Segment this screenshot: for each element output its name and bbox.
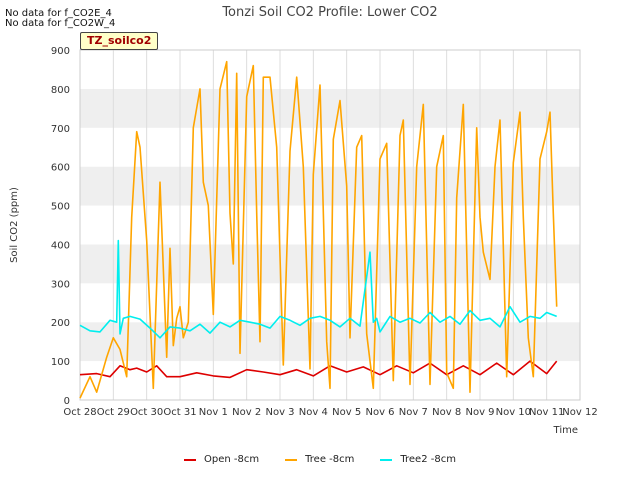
x-tick-label: Nov 9: [465, 407, 494, 418]
no-data-message-co2w: No data for f_CO2W_4: [5, 18, 116, 29]
legend-item-tree2[interactable]: Tree2 -8cm: [380, 454, 456, 465]
y-axis-title: Soil CO2 (ppm): [9, 187, 20, 263]
x-tick-label: Nov 12: [562, 407, 597, 418]
chart-title: Tonzi Soil CO2 Profile: Lower CO2: [221, 5, 437, 20]
y-axis-ticks: 0 100 200 300 400 500 600 700 800 900: [51, 46, 70, 407]
y-tick-label: 100: [51, 357, 70, 368]
y-tick-label: 300: [51, 279, 70, 290]
x-axis-ticks: Oct 28 Oct 29 Oct 30 Oct 31 Nov 1 Nov 2 Nov 3 N…: [63, 407, 597, 418]
x-tick-label: Nov 7: [399, 407, 428, 418]
legend-item-tree[interactable]: Tree -8cm: [285, 454, 354, 465]
x-tick-label: Oct 28: [63, 407, 96, 418]
y-tick-label: 400: [51, 240, 70, 251]
legend-swatch-tree2: [380, 458, 393, 461]
legend-item-open[interactable]: Open -8cm: [184, 454, 259, 465]
legend-swatch-tree: [285, 458, 298, 461]
plot-bands: [80, 50, 580, 400]
plot-band: [80, 127, 580, 167]
plot-band: [80, 244, 580, 284]
x-tick-label: Nov 2: [232, 407, 261, 418]
series-line-tree2-8cm: [79, 239, 557, 339]
plot-band: [80, 166, 580, 206]
legend-swatch-open: [184, 458, 197, 461]
x-tick-label: Nov 1: [199, 407, 228, 418]
x-tick-label: Nov 11: [529, 407, 564, 418]
no-data-message-co2e: No data for f_CO2E_4: [5, 8, 112, 19]
series-lines: [79, 60, 558, 399]
x-tick-label: Nov 3: [265, 407, 294, 418]
y-tick-label: 900: [51, 46, 70, 57]
legend-label-open: Open -8cm: [204, 454, 260, 465]
x-tick-label: Nov 10: [496, 407, 531, 418]
site-badge: TZ_soilco2: [80, 32, 159, 50]
y-tick-label: 700: [51, 124, 70, 135]
x-tick-label: Oct 29: [97, 407, 130, 418]
y-tick-label: 200: [51, 318, 70, 329]
plot-band: [80, 205, 580, 245]
x-tick-label: Nov 8: [432, 407, 461, 418]
y-tick-label: 0: [64, 396, 70, 407]
series-line-tree-8cm: [79, 60, 558, 399]
x-tick-label: Nov 5: [332, 407, 361, 418]
x-tick-label: Nov 6: [365, 407, 394, 418]
x-axis-title: Time: [553, 425, 578, 436]
plot-band: [80, 88, 580, 128]
plot-frame: [79, 49, 581, 401]
legend-label-tree2: Tree2 -8cm: [400, 454, 456, 465]
x-tick-label: Nov 4: [299, 407, 328, 418]
plot-band: [80, 50, 580, 89]
legend: Open -8cm Tree -8cm Tree2 -8cm: [0, 454, 640, 465]
x-tick-label: Oct 30: [130, 407, 163, 418]
x-tick-label: Oct 31: [163, 407, 196, 418]
series-line-open-8cm: [79, 360, 558, 379]
y-tick-label: 800: [51, 85, 70, 96]
legend-label-tree: Tree -8cm: [305, 454, 355, 465]
y-tick-label: 500: [51, 202, 70, 213]
y-tick-label: 600: [51, 163, 70, 174]
